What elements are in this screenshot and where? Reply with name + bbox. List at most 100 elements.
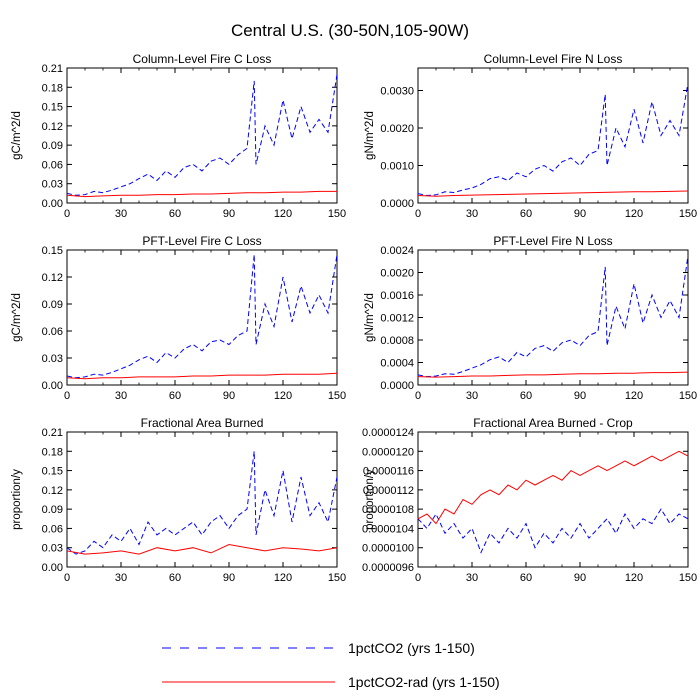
panel-title: Column-Level Fire C Loss — [133, 52, 272, 66]
x-tick-label: 90 — [223, 390, 235, 402]
y-tick-label: 0.12 — [42, 272, 63, 284]
y-tick-label: 0.0000108 — [362, 504, 414, 516]
y-axis-label: gN/m^2/d — [364, 111, 376, 160]
x-tick-label: 120 — [274, 390, 292, 402]
x-tick-label: 30 — [115, 208, 127, 220]
panel-3: PFT-Level Fire C Loss 0 30 60 90 120 150 0.00 0.… — [11, 234, 346, 402]
x-tick-label: 0 — [64, 572, 70, 584]
series-line-1pctco2 — [67, 451, 337, 555]
series-line-1pctco2 — [67, 74, 337, 196]
series-line-1pctco2 — [418, 82, 688, 197]
plot-frame — [66, 431, 338, 568]
y-tick-label: 0.0016 — [380, 290, 414, 302]
y-tick-label: 0.0020 — [380, 268, 414, 280]
x-tick-label: 0 — [415, 572, 421, 584]
panel-title: Fractional Area Burned — [141, 416, 264, 430]
y-tick-label: 0.0000 — [380, 198, 414, 210]
y-tick-label: 0.15 — [42, 102, 63, 114]
y-axis-label: gC/m^2/d — [11, 293, 23, 342]
x-tick-label: 150 — [679, 572, 697, 584]
x-tick-label: 150 — [679, 390, 697, 402]
y-tick-label: 0.21 — [42, 63, 63, 75]
y-tick-label: 0.18 — [42, 82, 63, 94]
x-tick-label: 60 — [169, 390, 181, 402]
series-line-1pctco2-rad — [418, 190, 688, 197]
y-axis-label: gC/m^2/d — [11, 111, 23, 160]
y-tick-label: 0.00 — [42, 562, 63, 574]
x-tick-label: 30 — [115, 390, 127, 402]
panel-title: Column-Level Fire N Loss — [484, 52, 623, 66]
y-tick-label: 0.15 — [42, 245, 63, 257]
y-axis-label: gN/m^2/d — [364, 293, 376, 342]
y-tick-label: 0.18 — [42, 446, 63, 458]
panel-1: Column-Level Fire C Loss 0 30 60 90 120 150 0.0… — [11, 52, 346, 220]
x-tick-label: 120 — [625, 572, 643, 584]
plot-frame — [417, 67, 689, 204]
legend-label: 1pctCO2-rad (yrs 1-150) — [348, 674, 500, 690]
x-tick-label: 120 — [274, 572, 292, 584]
x-tick-label: 90 — [574, 572, 586, 584]
plot-frame — [417, 431, 689, 568]
x-tick-label: 0 — [64, 390, 70, 402]
x-tick-label: 90 — [574, 208, 586, 220]
y-axis-label: proportion/y — [364, 469, 376, 530]
x-tick-label: 0 — [415, 390, 421, 402]
x-tick-label: 60 — [520, 208, 532, 220]
y-tick-label: 0.00 — [42, 380, 63, 392]
x-tick-label: 150 — [328, 390, 346, 402]
x-tick-label: 150 — [328, 572, 346, 584]
y-tick-label: 0.0010 — [380, 161, 414, 173]
series-line-1pctco2-rad — [418, 371, 688, 378]
series-line-1pctco2 — [418, 255, 688, 378]
y-tick-label: 0.12 — [42, 121, 63, 133]
figure-title: Central U.S. (30-50N,105-90W) — [231, 21, 469, 40]
y-tick-label: 0.00 — [42, 198, 63, 210]
series-line-1pctco2-rad — [67, 190, 337, 198]
x-tick-label: 90 — [223, 208, 235, 220]
x-tick-label: 60 — [520, 390, 532, 402]
y-axis-label: proportion/y — [11, 469, 23, 530]
y-tick-label: 0.15 — [42, 466, 63, 478]
y-tick-label: 0.0020 — [380, 123, 414, 135]
x-tick-label: 60 — [169, 208, 181, 220]
y-tick-label: 0.0012 — [380, 313, 414, 325]
y-tick-label: 0.0000 — [380, 380, 414, 392]
x-tick-label: 30 — [466, 390, 478, 402]
panel-title: PFT-Level Fire C Loss — [142, 234, 261, 248]
y-tick-label: 0.0030 — [380, 86, 414, 98]
plot-frame — [66, 67, 338, 204]
y-tick-label: 0.21 — [42, 427, 63, 439]
y-tick-label: 0.0000112 — [363, 485, 414, 497]
y-tick-label: 0.06 — [42, 326, 63, 338]
legend-label: 1pctCO2 (yrs 1-150) — [348, 640, 475, 656]
x-tick-label: 30 — [466, 572, 478, 584]
series-line-1pctco2-rad — [67, 372, 337, 380]
y-tick-label: 0.03 — [42, 543, 63, 555]
panel-2: Column-Level Fire N Loss 0 30 60 90 120 150 0.0… — [364, 52, 697, 220]
y-tick-label: 0.0000124 — [362, 427, 414, 439]
x-tick-label: 60 — [520, 572, 532, 584]
y-tick-label: 0.03 — [42, 179, 63, 191]
y-tick-label: 0.06 — [42, 159, 63, 171]
panel-title: Fractional Area Burned - Crop — [473, 416, 633, 430]
y-tick-label: 0.03 — [42, 353, 63, 365]
y-tick-label: 0.0008 — [380, 335, 414, 347]
panel-title: PFT-Level Fire N Loss — [493, 234, 612, 248]
series-line-1pctco2 — [67, 254, 337, 379]
x-tick-label: 150 — [328, 208, 346, 220]
y-tick-label: 0.06 — [42, 523, 63, 535]
plot-frame — [66, 249, 338, 386]
panel-4: PFT-Level Fire N Loss 0 30 60 90 120 150 0.0000… — [364, 234, 697, 402]
x-tick-label: 120 — [625, 208, 643, 220]
y-tick-label: 0.09 — [42, 299, 63, 311]
panels-group: Column-Level Fire C Loss 0 30 60 90 120 150 0.0… — [11, 52, 697, 584]
y-tick-label: 0.09 — [42, 504, 63, 516]
x-tick-label: 90 — [574, 390, 586, 402]
x-tick-label: 0 — [415, 208, 421, 220]
plot-frame — [417, 249, 689, 386]
y-tick-label: 0.0000120 — [362, 446, 414, 458]
y-tick-label: 0.12 — [42, 485, 63, 497]
y-tick-label: 0.0000096 — [362, 562, 414, 574]
x-tick-label: 120 — [625, 390, 643, 402]
